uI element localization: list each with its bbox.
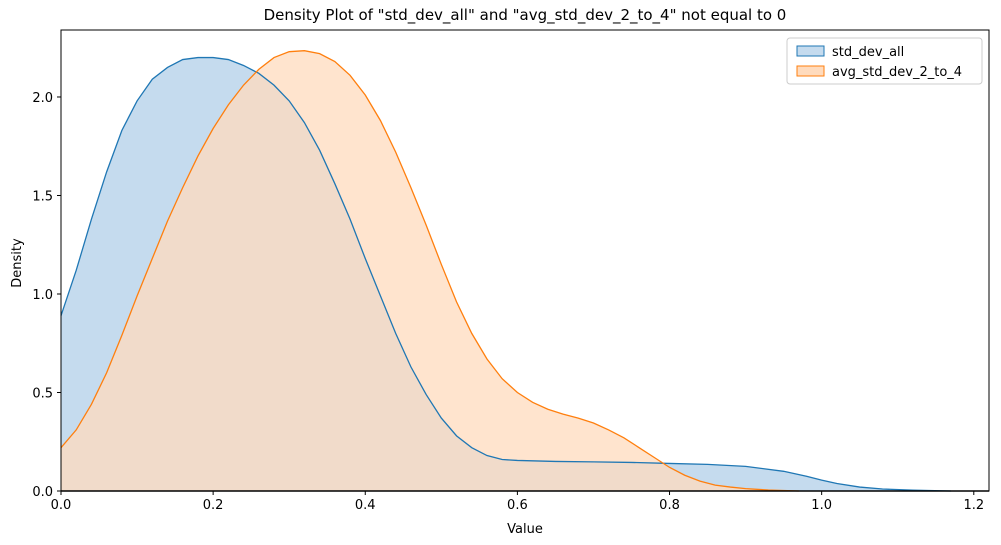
legend-label-avg_std_dev_2_to_4: avg_std_dev_2_to_4 bbox=[832, 65, 962, 80]
series-layer bbox=[60, 50, 951, 492]
axes-layer bbox=[60, 29, 990, 492]
x-tick-label: 0.6 bbox=[507, 498, 528, 513]
chart-title: Density Plot of "std_dev_all" and "avg_s… bbox=[264, 6, 787, 25]
density-line-std_dev_all bbox=[60, 56, 951, 492]
legend: std_dev_all avg_std_dev_2_to_4 bbox=[786, 37, 983, 85]
y-tick-label: 1.0 bbox=[32, 288, 53, 303]
y-tick-label: 1.5 bbox=[32, 189, 53, 204]
x-tick-label: 0.2 bbox=[203, 498, 224, 513]
x-tick-label: 0.8 bbox=[659, 498, 680, 513]
y-axis-label: Density bbox=[10, 238, 25, 288]
y-tick-label: 0.0 bbox=[32, 485, 53, 500]
legend-swatch-std_dev_all bbox=[796, 45, 825, 57]
x-tick-label: 1.0 bbox=[811, 498, 832, 513]
y-tick-label: 0.5 bbox=[32, 386, 53, 401]
legend-swatch-avg_std_dev_2_to_4 bbox=[796, 65, 825, 77]
density-line-avg_std_dev_2_to_4 bbox=[60, 50, 799, 492]
x-tick-label: 0.0 bbox=[51, 498, 72, 513]
density-area-avg_std_dev_2_to_4 bbox=[61, 50, 799, 491]
x-axis-label: Value bbox=[507, 522, 543, 537]
ticks-layer: 0.0 0.2 0.4 0.6 0.8 1.0 1.2 0.0 0.5 1.0 1.5 2.0 bbox=[32, 91, 984, 513]
x-tick-label: 1.2 bbox=[963, 498, 984, 513]
y-tick-label: 2.0 bbox=[32, 91, 53, 106]
legend-label-std_dev_all: std_dev_all bbox=[832, 45, 904, 60]
legend-box bbox=[786, 37, 983, 85]
x-tick-label: 0.4 bbox=[355, 498, 376, 513]
